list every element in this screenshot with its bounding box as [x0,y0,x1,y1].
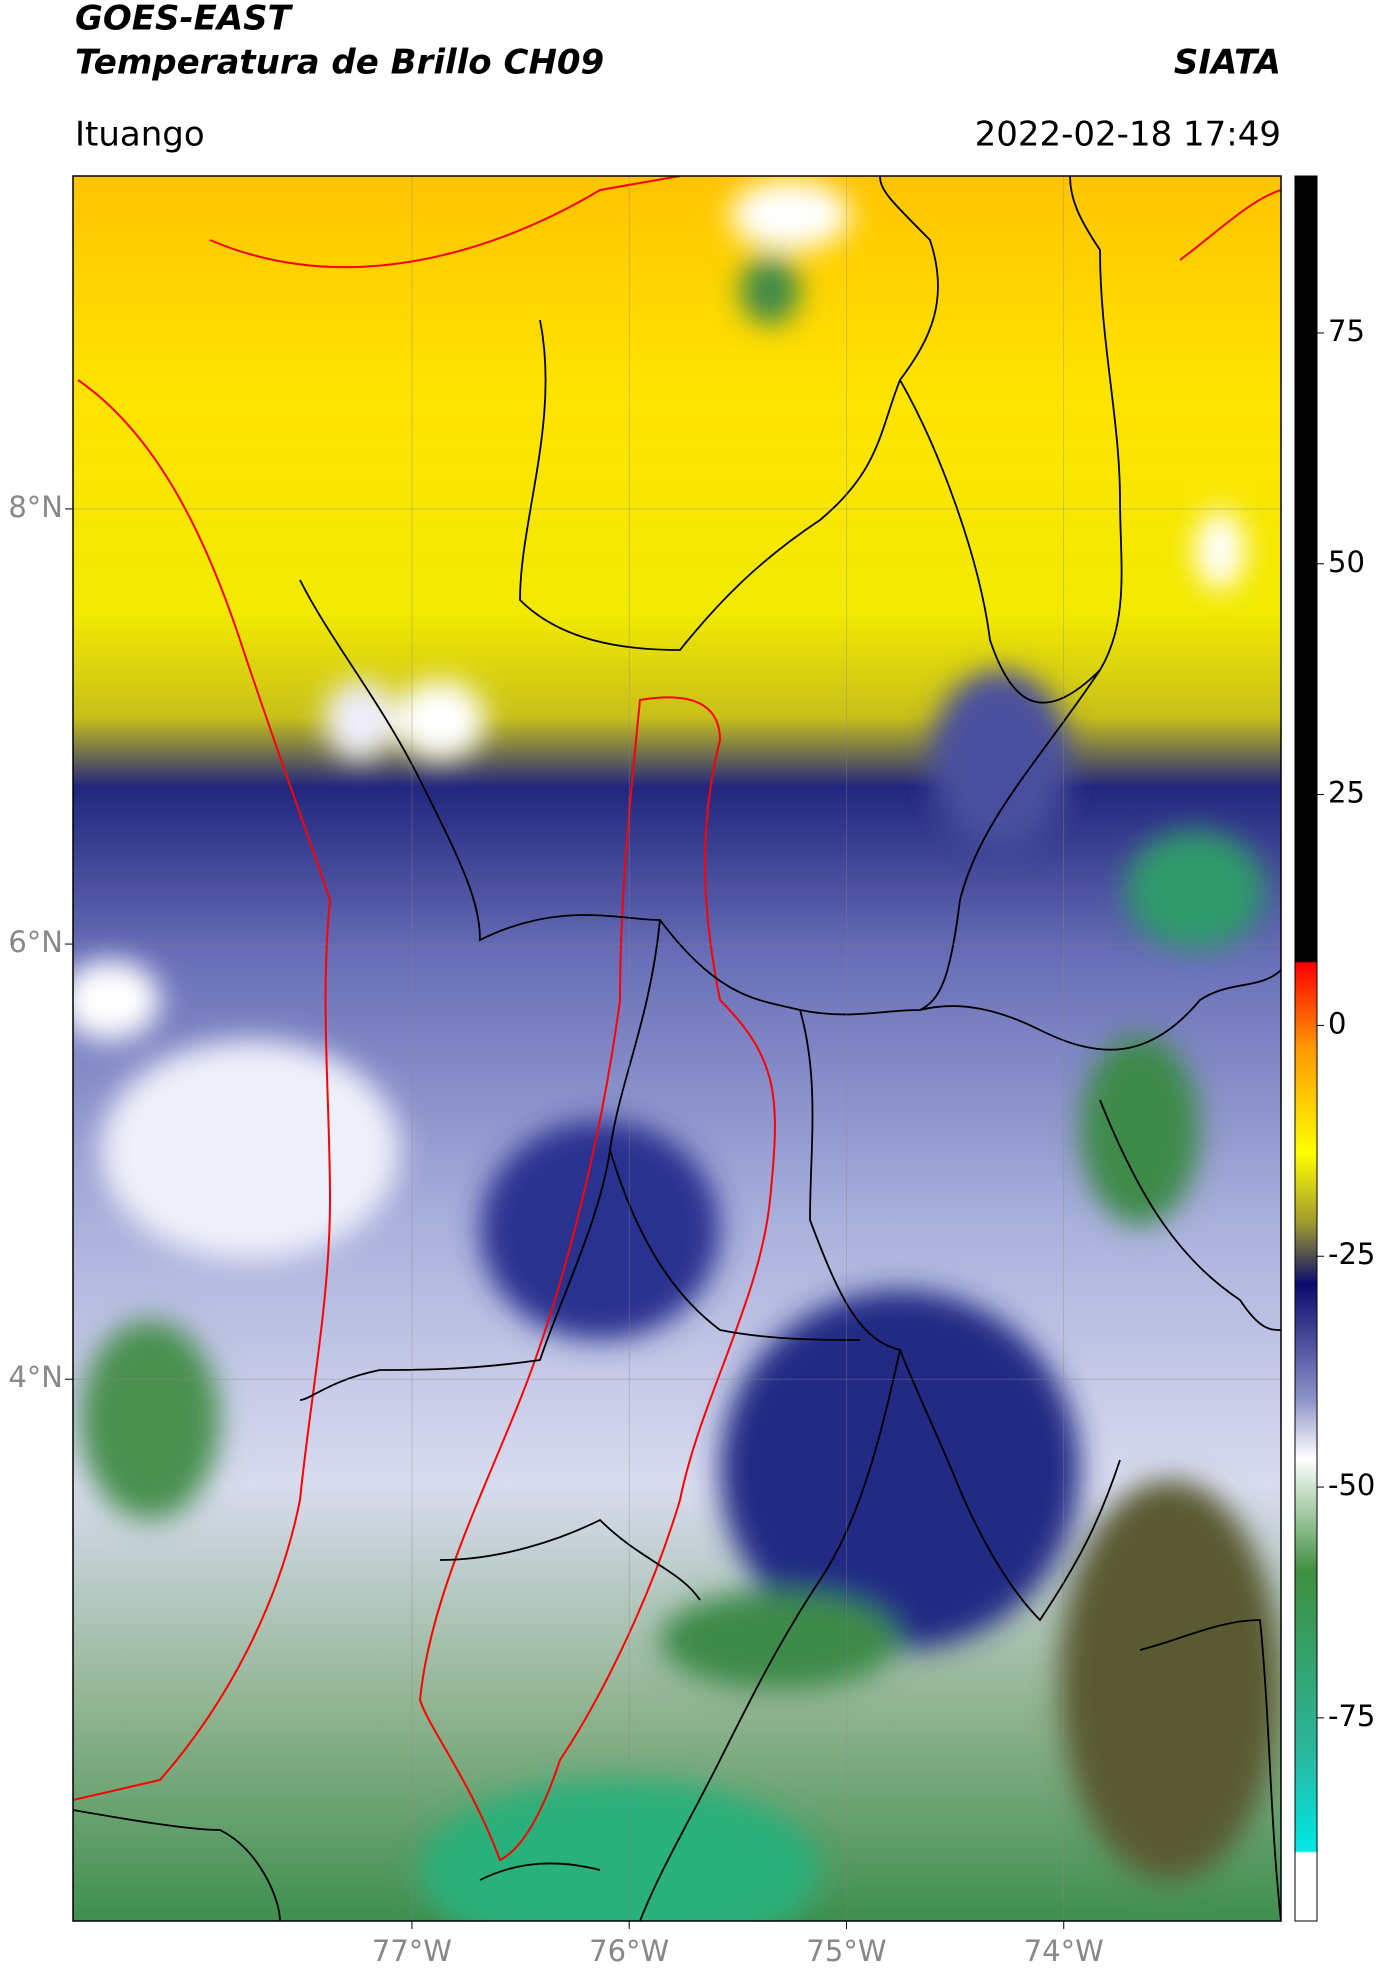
brand: SIATA [1174,43,1281,83]
colorbar-tick-label: 0 [1328,1006,1346,1040]
colorbar [1294,175,1318,1922]
colorbar-tick-label: 25 [1328,776,1365,810]
lon-tick-label: 75°W [806,1934,886,1968]
graticule [73,176,1281,1921]
colorbar-tick-label: -75 [1328,1699,1375,1733]
colorbar-tick-label: -25 [1328,1237,1375,1271]
title: GOES-EAST [75,0,294,39]
lat-tick-label: 4°N [8,1360,63,1394]
location: Ituango [75,115,205,155]
lon-tick-label: 76°W [589,1934,669,1968]
datetime: 2022-02-18 17:49 [975,115,1281,155]
colorbar-tick-label: 75 [1328,314,1365,348]
lat-tick-label: 6°N [8,925,63,959]
map-frame [72,175,1282,1922]
lon-tick-label: 77°W [372,1934,452,1968]
lon-tick-label: 74°W [1024,1934,1104,1968]
satellite-image [73,176,1281,1921]
lat-tick-label: 8°N [8,490,63,524]
colorbar-tick-label: -50 [1328,1468,1375,1502]
colorbar-tick-label: 50 [1328,545,1365,579]
subtitle: Temperatura de Brillo CH09 [75,43,604,83]
